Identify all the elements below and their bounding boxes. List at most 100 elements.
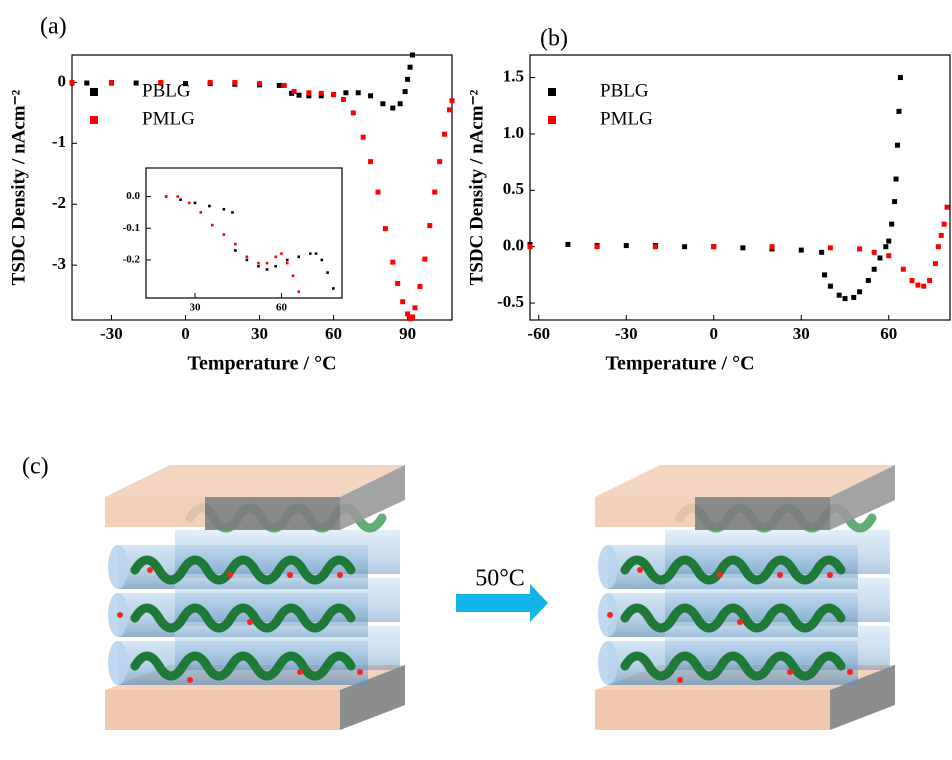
data-point	[306, 90, 311, 95]
panel-label: (a)	[40, 14, 67, 40]
film-after	[595, 465, 895, 730]
plot-frame	[530, 55, 950, 320]
data-point	[450, 98, 455, 103]
data-point	[234, 243, 237, 246]
data-point	[223, 208, 226, 211]
legend-marker	[548, 88, 556, 96]
data-point	[232, 80, 237, 85]
data-point	[274, 265, 277, 268]
data-point	[822, 272, 827, 277]
data-point	[872, 267, 877, 272]
data-point	[208, 205, 211, 208]
data-point	[257, 262, 260, 265]
y-tick-label: -2	[52, 193, 66, 212]
data-point	[828, 284, 833, 289]
data-point	[653, 244, 658, 249]
y-tick-label: -0.1	[123, 222, 140, 234]
data-point	[211, 224, 214, 227]
data-point	[939, 233, 944, 238]
data-point	[819, 250, 824, 255]
y-tick-label: 0.0	[503, 236, 524, 255]
data-point	[331, 92, 336, 97]
data-point	[231, 211, 234, 214]
data-point	[403, 89, 408, 94]
legend-marker	[90, 116, 98, 124]
data-point	[886, 253, 891, 258]
y-tick-label: -3	[52, 254, 66, 273]
data-point	[179, 198, 182, 201]
legend-label: PMLG	[600, 108, 653, 129]
data-point	[383, 226, 388, 231]
data-point	[319, 91, 324, 96]
data-point	[292, 275, 295, 278]
data-point	[321, 259, 324, 262]
x-tick-label: 90	[399, 324, 416, 343]
data-point	[341, 97, 346, 102]
data-point	[936, 244, 941, 249]
data-point	[297, 290, 300, 293]
data-point	[437, 159, 442, 164]
data-point	[398, 101, 403, 106]
data-point	[565, 242, 570, 247]
x-tick-label: 60	[880, 324, 897, 343]
data-point	[447, 107, 452, 112]
data-point	[886, 239, 891, 244]
legend-label: PBLG	[600, 80, 649, 101]
data-point	[351, 110, 356, 115]
data-point	[257, 265, 260, 268]
x-tick-label: 0	[181, 324, 190, 343]
y-tick-label: 0	[58, 71, 67, 90]
data-point	[624, 243, 629, 248]
data-point	[933, 261, 938, 266]
data-point	[942, 222, 947, 227]
data-point	[297, 93, 302, 98]
data-point	[246, 255, 249, 258]
y-tick-label: 1.5	[503, 66, 524, 85]
data-point	[356, 90, 361, 95]
x-tick-label: 0	[710, 324, 719, 343]
data-point	[109, 80, 114, 85]
data-point	[134, 81, 139, 86]
data-point	[412, 305, 417, 310]
arrow-label: 50°C	[475, 566, 525, 592]
data-point	[410, 53, 415, 58]
data-point	[740, 245, 745, 250]
y-axis-label: TSDC Density / nAcm⁻²	[8, 89, 29, 285]
data-point	[921, 284, 926, 289]
data-point	[799, 248, 804, 253]
legend-marker	[548, 116, 556, 124]
data-point	[395, 281, 400, 286]
data-point	[837, 293, 842, 298]
data-point	[390, 106, 395, 111]
data-point	[442, 132, 447, 137]
data-point	[375, 190, 380, 195]
data-point	[422, 257, 427, 262]
data-point	[343, 90, 348, 95]
y-tick-label: -0.5	[497, 292, 524, 311]
data-point	[380, 101, 385, 106]
data-point	[274, 255, 277, 258]
data-point	[176, 195, 179, 198]
x-axis-label: Temperature / °C	[605, 353, 754, 375]
data-point	[682, 244, 687, 249]
data-point	[883, 244, 888, 249]
data-point	[432, 190, 437, 195]
figure: 50°C (c) 0-1-2-3-300306090Temperature / …	[0, 0, 952, 760]
data-point	[390, 260, 395, 265]
data-point	[711, 244, 716, 249]
data-point	[292, 89, 297, 94]
data-point	[246, 259, 249, 262]
data-point	[427, 223, 432, 228]
data-point	[857, 246, 862, 251]
data-point	[927, 278, 932, 283]
data-point	[915, 283, 920, 288]
y-tick-label: -0.2	[123, 253, 141, 265]
data-point	[223, 233, 226, 236]
data-point	[770, 244, 775, 249]
data-point	[208, 80, 213, 85]
data-point	[895, 143, 900, 148]
data-point	[368, 93, 373, 98]
data-point	[851, 295, 856, 300]
data-point	[410, 314, 415, 319]
data-point	[326, 271, 329, 274]
